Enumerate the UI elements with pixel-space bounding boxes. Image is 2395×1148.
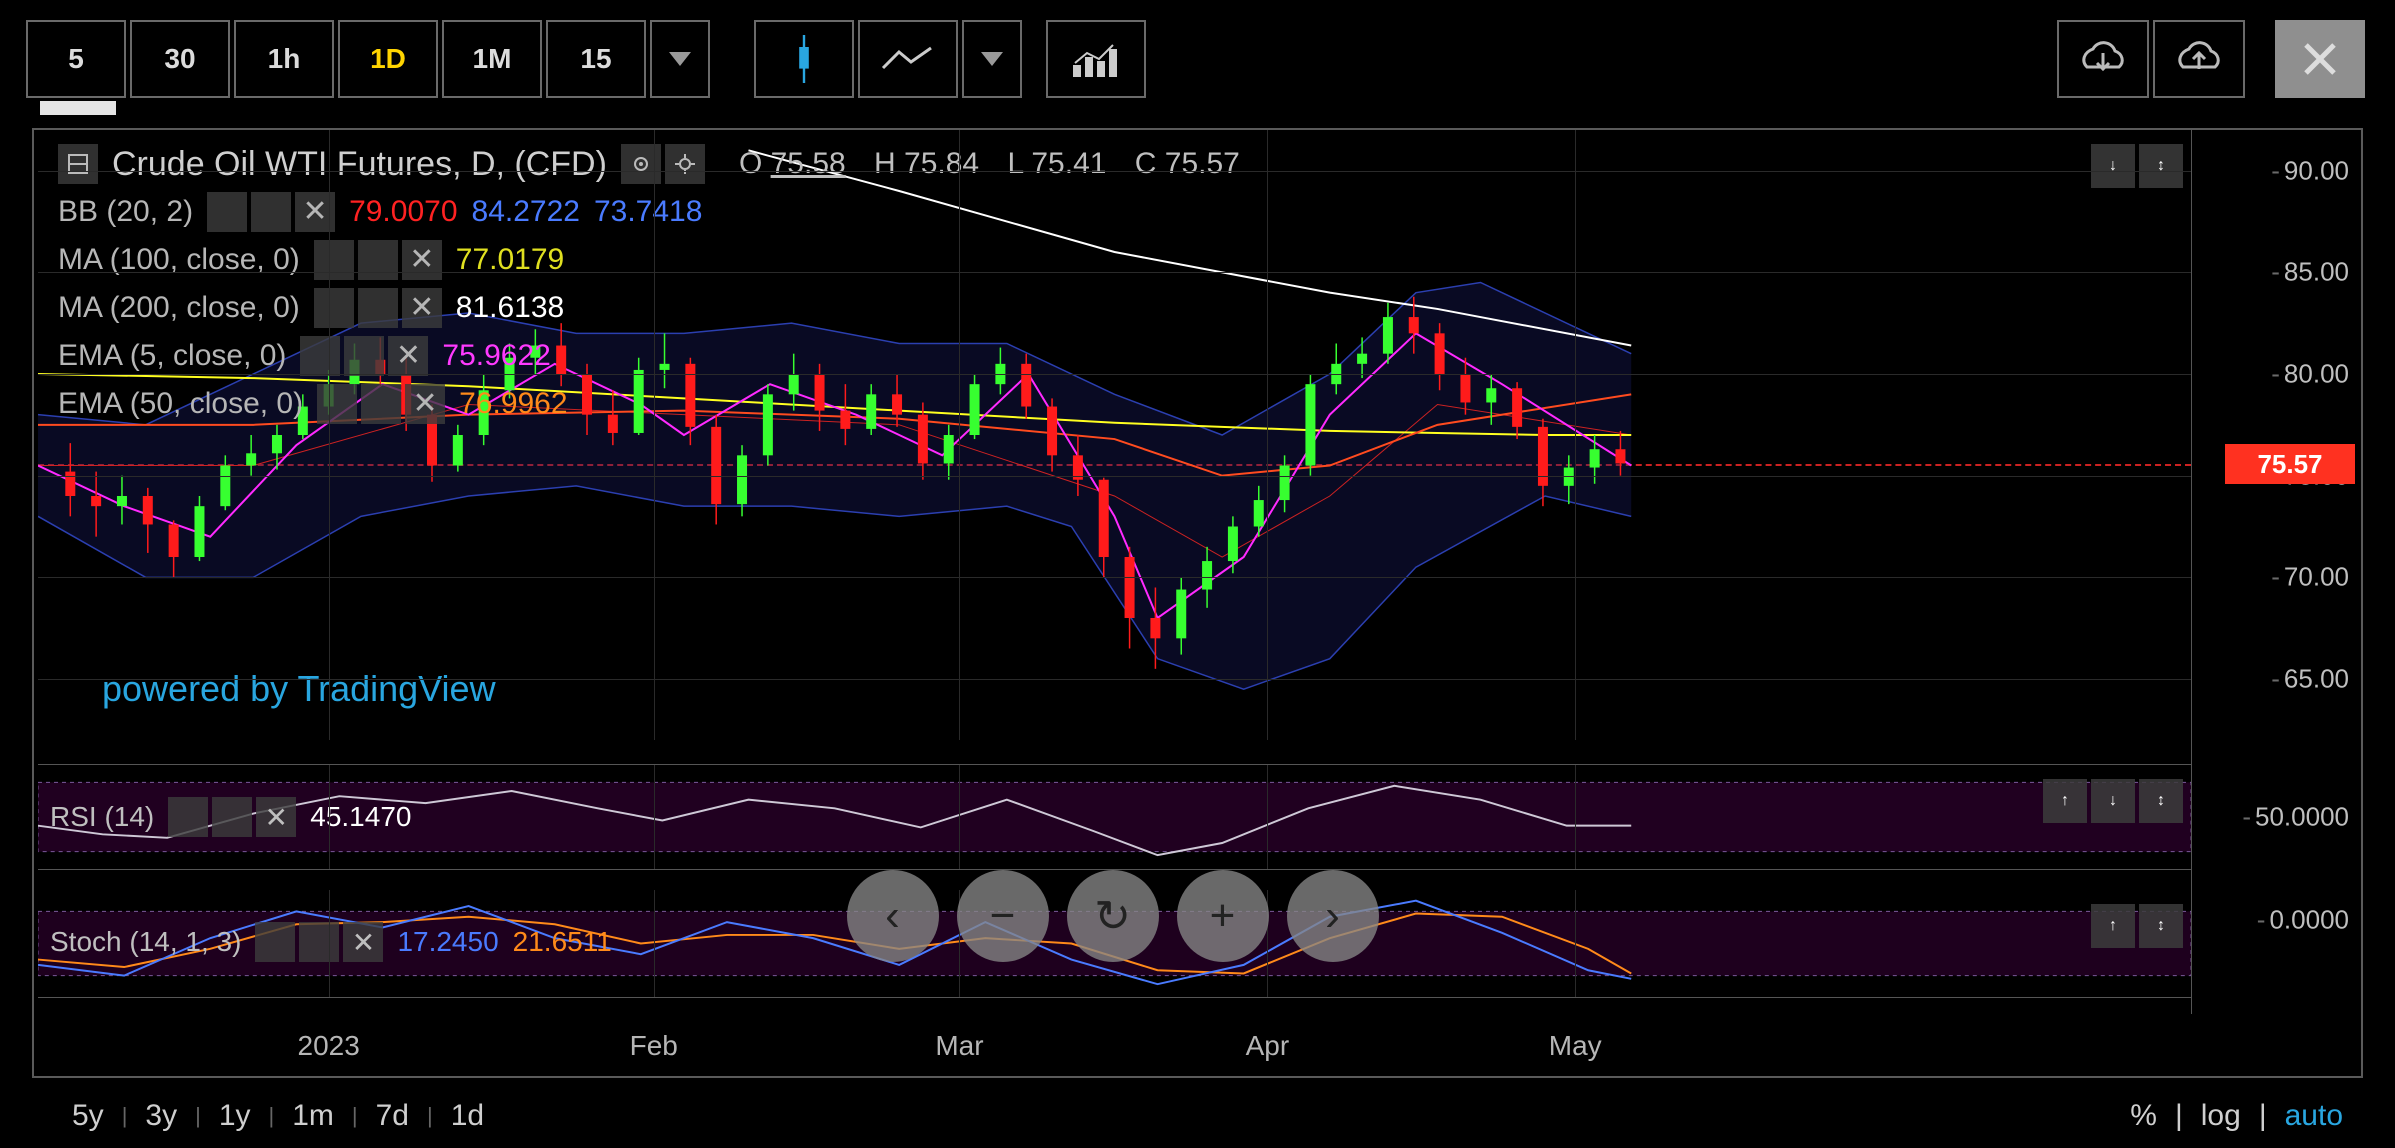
delete-icon[interactable]: ✕ <box>256 797 296 837</box>
price-pane[interactable]: Crude Oil WTI Futures, D, (CFD) O 75.58 … <box>38 130 2191 740</box>
timeframe-1D[interactable]: 1D <box>338 20 438 98</box>
settings-icon[interactable] <box>665 144 705 184</box>
date-tick: Apr <box>1246 1030 1290 1062</box>
indicator-label: MA (200, close, 0) <box>58 284 300 332</box>
y-tick: 70.00 <box>2271 562 2349 593</box>
move-down-icon[interactable]: ↓ <box>2091 779 2135 823</box>
range-7d[interactable]: 7d <box>376 1099 409 1133</box>
timeframe-1M[interactable]: 1M <box>442 20 542 98</box>
timeframe-dropdown[interactable] <box>650 20 710 98</box>
chart-frame: 90.0085.0080.0075.0070.0065.0050.00000.0… <box>32 128 2363 1078</box>
visibility-icon[interactable] <box>314 240 354 280</box>
y-tick: 85.00 <box>2271 257 2349 288</box>
y-tick: 80.00 <box>2271 359 2349 390</box>
indicator-label: EMA (50, close, 0) <box>58 380 303 428</box>
toggle-series-icon[interactable] <box>58 144 98 184</box>
y-tick: 90.00 <box>2271 155 2349 186</box>
rsi-pane[interactable]: RSI (14) ✕ 45.1470 ↑ ↓ ↕ <box>38 764 2191 870</box>
chart-type-candle[interactable] <box>754 20 854 98</box>
date-tick: Feb <box>630 1030 678 1062</box>
delete-icon[interactable]: ✕ <box>402 240 442 280</box>
scale-group: %|log|auto <box>2130 1099 2363 1133</box>
upload-button[interactable] <box>2153 20 2245 98</box>
navigation-buttons: ‹ − ↻ + › <box>34 870 2191 962</box>
move-up-icon[interactable]: ↑ <box>2043 779 2087 823</box>
close-button[interactable] <box>2275 20 2365 98</box>
rsi-label: RSI (14) <box>50 801 154 833</box>
indicator-label: MA (100, close, 0) <box>58 236 300 284</box>
visibility-icon[interactable] <box>317 384 357 424</box>
rsi-tick: 50.0000 <box>2242 802 2349 833</box>
top-toolbar: 5301h1D1M15 <box>26 20 2365 98</box>
settings-icon[interactable] <box>358 288 398 328</box>
settings-icon[interactable] <box>361 384 401 424</box>
maximize-icon[interactable]: ↕ <box>2139 779 2183 823</box>
indicator-label: BB (20, 2) <box>58 188 193 236</box>
last-price-tag: 75.57 <box>2225 444 2355 484</box>
download-button[interactable] <box>2057 20 2149 98</box>
range-1m[interactable]: 1m <box>292 1099 334 1133</box>
date-axis[interactable]: 2023 Feb Mar Apr May <box>38 1008 2191 1066</box>
visibility-icon[interactable] <box>300 336 340 376</box>
legend: Crude Oil WTI Futures, D, (CFD) O 75.58 … <box>58 140 1240 428</box>
collapsed-tab[interactable] <box>40 101 116 115</box>
watermark: powered by TradingView <box>102 668 496 710</box>
scale-log[interactable]: log <box>2201 1099 2241 1133</box>
price-axis[interactable]: 90.0085.0080.0075.0070.0065.0050.00000.0… <box>2191 130 2361 1014</box>
timeframe-15[interactable]: 15 <box>546 20 646 98</box>
y-tick: 65.00 <box>2271 664 2349 695</box>
range-1d[interactable]: 1d <box>451 1099 484 1133</box>
visibility-icon[interactable] <box>168 797 208 837</box>
delete-icon[interactable]: ✕ <box>405 384 445 424</box>
nav-zoomin-button[interactable]: + <box>1177 870 1269 962</box>
settings-icon[interactable] <box>212 797 252 837</box>
footer-bar: 5y|3y|1y|1m|7d|1d %|log|auto <box>32 1084 2363 1148</box>
nav-right-button[interactable]: › <box>1287 870 1379 962</box>
timeframe-5[interactable]: 5 <box>26 20 126 98</box>
nav-zoomout-button[interactable]: − <box>957 870 1049 962</box>
indicator-label: EMA (5, close, 0) <box>58 332 286 380</box>
symbol-title: Crude Oil WTI Futures, D, (CFD) <box>112 140 607 188</box>
date-tick: Mar <box>935 1030 983 1062</box>
scale-auto[interactable]: auto <box>2285 1099 2343 1133</box>
compare-button[interactable] <box>1046 20 1146 98</box>
nav-reset-button[interactable]: ↻ <box>1067 870 1159 962</box>
stoch-tick: 0.0000 <box>2257 905 2349 936</box>
visibility-icon[interactable] <box>314 288 354 328</box>
visibility-icon[interactable] <box>621 144 661 184</box>
ohlc-readout: O 75.58 H 75.84 L 75.41 C 75.57 <box>719 140 1240 188</box>
visibility-icon[interactable] <box>207 192 247 232</box>
nav-left-button[interactable]: ‹ <box>847 870 939 962</box>
range-group: 5y|3y|1y|1m|7d|1d <box>32 1099 484 1133</box>
range-5y[interactable]: 5y <box>72 1099 104 1133</box>
chart-type-dropdown[interactable] <box>962 20 1022 98</box>
range-1y[interactable]: 1y <box>219 1099 251 1133</box>
timeframe-group: 5301h1D1M15 <box>26 20 650 98</box>
delete-icon[interactable]: ✕ <box>388 336 428 376</box>
timeframe-30[interactable]: 30 <box>130 20 230 98</box>
settings-icon[interactable] <box>344 336 384 376</box>
pane-controls: ↓ ↕ <box>2091 144 2183 188</box>
rsi-value: 45.1470 <box>310 801 411 833</box>
scale-%[interactable]: % <box>2130 1099 2157 1133</box>
date-tick: 2023 <box>297 1030 359 1062</box>
date-tick: May <box>1549 1030 1602 1062</box>
settings-icon[interactable] <box>358 240 398 280</box>
timeframe-1h[interactable]: 1h <box>234 20 334 98</box>
move-down-icon[interactable]: ↓ <box>2091 144 2135 188</box>
maximize-icon[interactable]: ↕ <box>2139 144 2183 188</box>
settings-icon[interactable] <box>251 192 291 232</box>
delete-icon[interactable]: ✕ <box>402 288 442 328</box>
range-3y[interactable]: 3y <box>145 1099 177 1133</box>
chart-type-line[interactable] <box>858 20 958 98</box>
